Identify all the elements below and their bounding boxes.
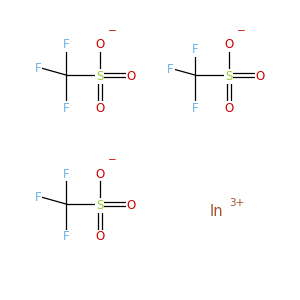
Text: In: In bbox=[209, 204, 223, 219]
Text: F: F bbox=[63, 167, 69, 181]
Text: O: O bbox=[224, 101, 233, 115]
Text: F: F bbox=[192, 101, 198, 115]
Text: O: O bbox=[256, 70, 265, 83]
Text: F: F bbox=[34, 62, 41, 75]
Text: O: O bbox=[95, 38, 104, 52]
Text: O: O bbox=[127, 199, 136, 212]
Text: O: O bbox=[224, 38, 233, 52]
Text: 3+: 3+ bbox=[230, 199, 244, 208]
Text: S: S bbox=[96, 199, 103, 212]
Text: O: O bbox=[95, 101, 104, 115]
Text: F: F bbox=[167, 63, 174, 76]
Text: F: F bbox=[63, 101, 69, 115]
Text: F: F bbox=[63, 38, 69, 52]
Text: −: − bbox=[237, 26, 245, 36]
Text: −: − bbox=[108, 155, 116, 165]
Text: O: O bbox=[95, 167, 104, 181]
Text: F: F bbox=[63, 230, 69, 244]
Text: O: O bbox=[95, 230, 104, 244]
Text: S: S bbox=[225, 70, 232, 83]
Text: −: − bbox=[108, 26, 116, 36]
Text: F: F bbox=[192, 43, 198, 56]
Text: S: S bbox=[96, 70, 103, 83]
Text: O: O bbox=[127, 70, 136, 83]
Text: F: F bbox=[34, 191, 41, 204]
